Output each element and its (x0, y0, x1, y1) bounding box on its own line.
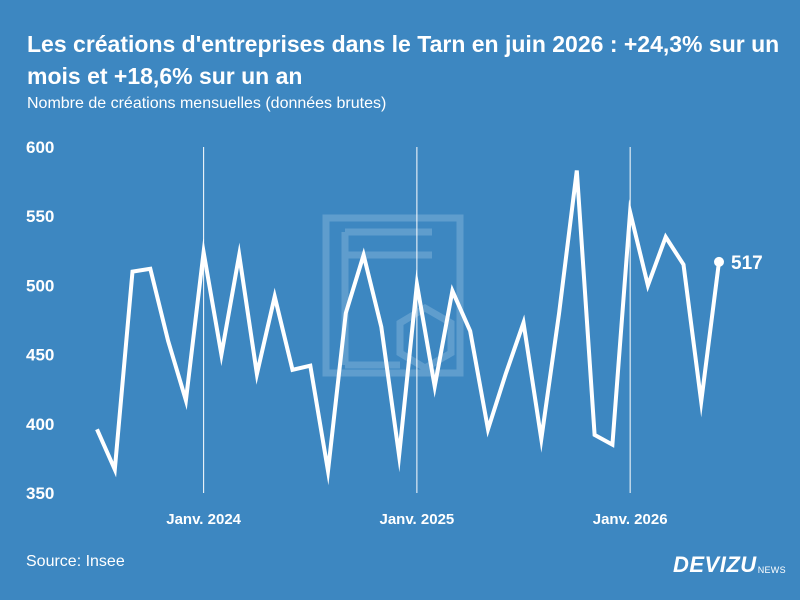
brand-logo: DEVIZU NEWS (673, 553, 786, 577)
y-tick-label: 450 (26, 346, 54, 365)
watermark-logo (322, 214, 464, 377)
y-tick-label: 600 (26, 138, 54, 157)
x-tick-label: Janv. 2025 (379, 511, 454, 528)
y-tick-label: 400 (26, 415, 54, 434)
y-tick-label: 500 (26, 276, 54, 295)
last-value-label: 517 (731, 253, 763, 274)
y-tick-label: 350 (26, 484, 54, 503)
chart-subtitle: Nombre de créations mensuelles (données … (27, 95, 387, 112)
last-point-marker (714, 256, 724, 267)
brand-name: DEVIZU (673, 552, 757, 577)
y-tick-label: 550 (26, 207, 54, 226)
source-note: Source: Insee (26, 553, 125, 570)
x-tick-label: Janv. 2024 (166, 511, 241, 528)
brand-sub: NEWS (757, 565, 786, 575)
series-line (95, 170, 721, 486)
chart-title: Les créations d'entreprises dans le Tarn… (27, 31, 780, 89)
x-tick-label: Janv. 2026 (593, 511, 668, 528)
